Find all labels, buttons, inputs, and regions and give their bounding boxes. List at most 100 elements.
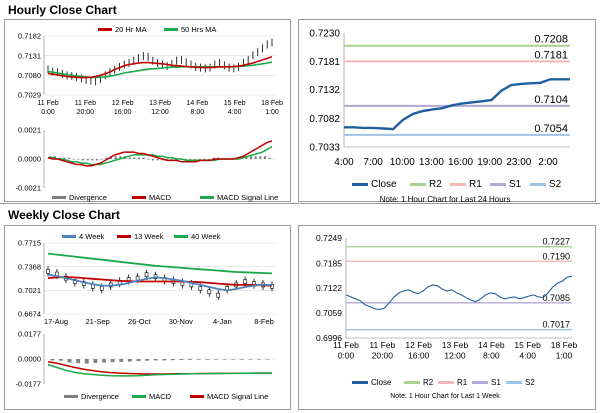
hourly-sr-xtick: 4:00 [334,157,354,168]
weekly-price-legend-label: 40 Week [191,232,221,241]
hourly-sr-legend-swatch [352,183,368,186]
weekly-40wk-line [47,252,273,275]
hourly-sr-legend-swatch [410,183,426,186]
weekly-divergence-bar [188,359,193,360]
weekly-sr-legend-label: R1 [457,378,468,387]
hourly-divergence-bar [203,159,206,160]
weekly-price-xtick: 26-Oct [128,317,151,326]
hourly-divergence-bar [95,159,99,161]
hourly-divergence-bar [263,156,267,159]
weekly-price-candle-body [144,272,149,278]
hourly-price-ytick: 0.7029 [18,91,41,100]
hourly-macd-legend-label: Divergence [69,193,107,202]
hourly-sr-ytick: 0.7132 [309,85,340,96]
weekly-sr-legend-swatch [472,381,488,384]
weekly-sr-xtick: 4:00 [519,351,536,361]
weekly-sr-xtick: 20:00 [372,351,394,361]
weekly-sr-ytick: 0.7185 [316,258,342,268]
weekly-sr-legend-swatch [438,381,454,384]
hourly-sr-legend-swatch [490,183,506,186]
hourly-macd-ytick: 0.0021 [18,126,41,135]
weekly-divergence-bar [248,359,253,360]
weekly-divergence-bar [76,359,81,364]
hourly-divergence-bar [119,156,122,159]
weekly-price-xtick: 30-Nov [169,317,193,326]
weekly-sr-level-label: 0.7017 [542,320,570,330]
weekly-sr-xtick: 1:00 [556,351,573,361]
weekly-sr-xtick: 14 Feb [478,340,505,350]
weekly-price-xtick: 21-Sep [86,317,110,326]
hourly-macd-legend-swatch [52,196,66,199]
weekly-sr-level-label: 0.7085 [542,293,570,303]
weekly-price-candle-body [46,269,50,274]
weekly-macd-ytick: 0.0177 [18,330,41,339]
weekly-signal-line [47,361,272,375]
weekly-13wk-line [47,276,273,287]
weekly-macd-ytick: 0.0000 [18,355,41,364]
hourly-divergence-bar [128,157,131,159]
hourly-sr-xtick: 2:00 [538,157,558,168]
hourly-sr-legend-label: Close [371,179,397,190]
hourly-price-xtick: 15 Feb [224,100,246,107]
weekly-divergence-bar [110,359,115,363]
weekly-macd-legend-label: MACD [149,392,172,401]
hourly-sr-legend-label: S1 [509,179,522,190]
weekly-macd-ytick: -0.0177 [16,380,41,389]
weekly-divergence-bar [58,359,63,361]
weekly-macd-legend-swatch [64,395,78,398]
hourly-divergence-bar [249,156,253,159]
weekly-divergence-bar [93,359,98,363]
hourly-sr-note: Note: 1 Hour Chart for Last 24 Hours [380,195,511,204]
hourly-price-xtick: 13 Feb [149,100,171,107]
hourly-divergence-bar [151,159,155,161]
hourly-divergence-bar [72,159,75,160]
hourly-price-xtick: 18 Feb [261,100,283,107]
weekly-sr-ytick: 0.7249 [316,233,342,243]
hourly-macd-legend-label: MACD Signal Line [217,193,278,202]
hourly-divergence-bar [63,157,66,159]
weekly-price-candle-body [216,292,221,298]
hourly-price-xtick: 11 Feb [75,100,96,107]
weekly-sr-xtick: 12 Feb [405,340,432,350]
weekly-divergence-bar [239,359,244,360]
hourly-sr-legend-swatch [450,183,466,186]
weekly-price-candle-body [135,275,140,281]
weekly-macd-legend-label: Divergence [81,392,119,401]
weekly-price-candle-body [207,289,212,295]
hourly-macd-ytick: -0.0021 [16,184,41,193]
weekly-divergence-bar [153,359,158,361]
hourly-price-xtick: 11 Feb [37,100,58,107]
weekly-price-xtick: 8-Feb [254,317,274,326]
hourly-divergence-bar [67,157,71,159]
weekly-divergence-bar [67,359,72,363]
weekly-divergence-bar [214,359,218,360]
hourly-signal-line [48,145,273,166]
hourly-ma20-line [47,56,273,79]
weekly-divergence-bar [222,359,227,360]
weekly-sr-xtick: 15 Feb [514,340,541,350]
hourly-sr-xtick: 19:00 [477,157,502,168]
weekly-sr-legend-swatch [352,381,368,384]
hourly-divergence-bar [259,156,262,159]
weekly-price-candle-body [198,286,203,291]
weekly-price-ytick: 0.7368 [18,262,41,271]
hourly-price-xtick: 8:00 [191,109,205,116]
weekly-sr-legend-label: R2 [423,378,434,387]
hourly-sr-level-label: 0.7181 [534,49,568,61]
weekly-section-title: Weekly Close Chart [8,208,120,222]
weekly-price-candle-body [99,286,104,291]
hourly-sr-xtick: 7:00 [363,157,383,168]
weekly-sr-legend-swatch [404,381,420,384]
weekly-price-legend-swatch [117,235,131,238]
weekly-sr-ytick: 0.6996 [316,333,342,343]
hourly-price-xtick: 4:00 [228,109,242,116]
weekly-price-ytick: 0.7715 [18,239,41,248]
hourly-price-legend-swatch [164,28,178,31]
hourly-macd-legend-swatch [200,196,214,199]
hourly-price-xtick: 1:00 [265,109,279,116]
hourly-sr-legend-label: R1 [469,179,482,190]
hourly-divergence-bar [91,159,94,161]
weekly-sr-xtick: 18 Feb [551,340,578,350]
hourly-price-legend-swatch [98,28,112,31]
